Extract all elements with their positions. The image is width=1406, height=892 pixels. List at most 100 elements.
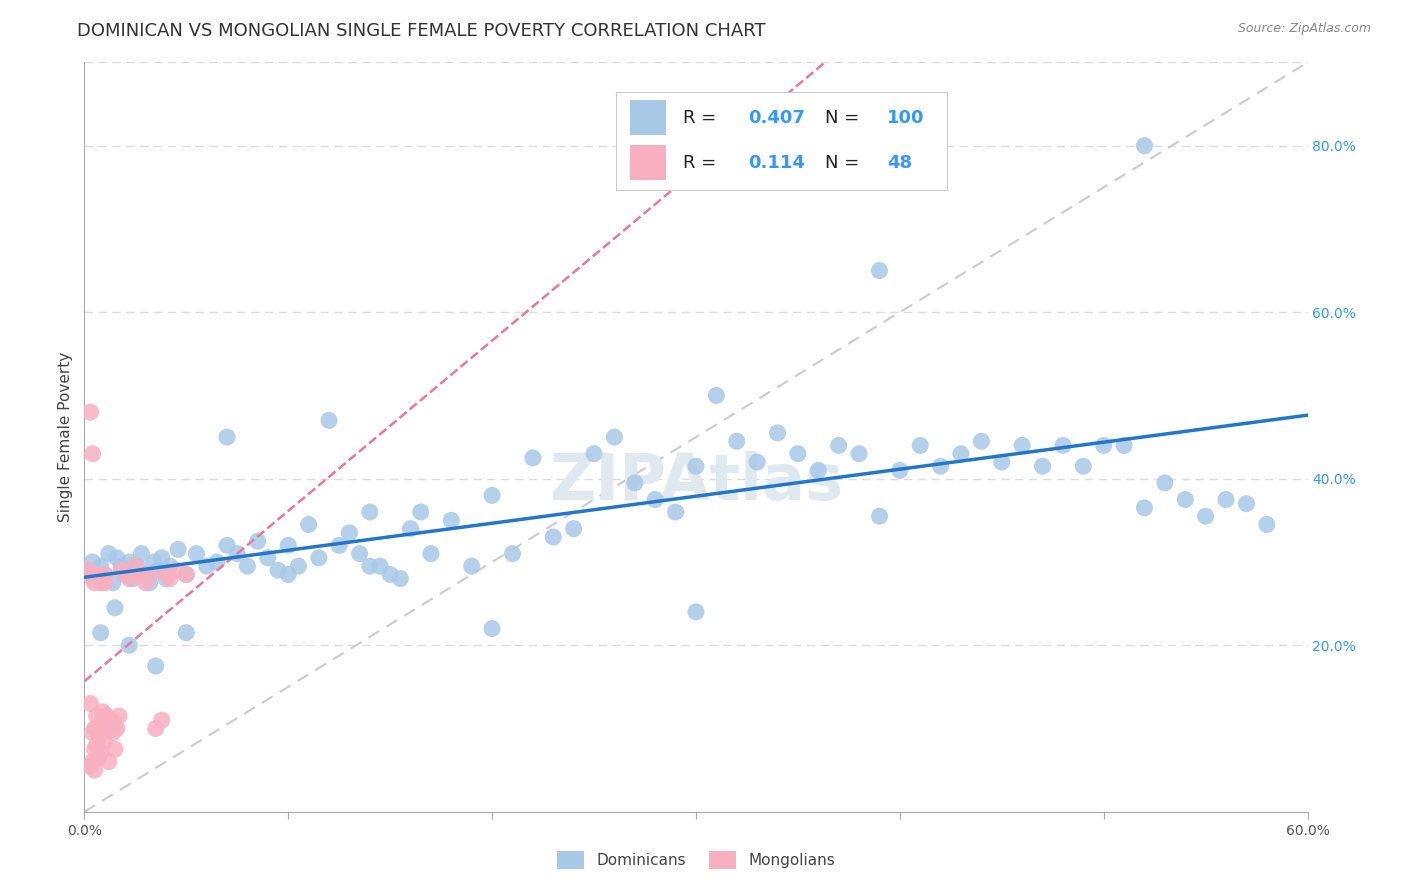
Point xyxy=(869,509,891,524)
Point xyxy=(869,263,891,277)
Point xyxy=(217,430,239,444)
Point xyxy=(389,572,412,586)
Point xyxy=(409,505,432,519)
Point xyxy=(118,572,141,586)
Point xyxy=(114,567,136,582)
Point xyxy=(110,559,132,574)
Point xyxy=(217,538,239,552)
Point xyxy=(93,575,115,590)
Point xyxy=(104,600,127,615)
Point xyxy=(118,638,141,652)
Point xyxy=(155,572,177,586)
Point xyxy=(787,447,810,461)
Point xyxy=(167,542,190,557)
Point xyxy=(110,563,132,577)
Point xyxy=(226,547,249,561)
Point xyxy=(150,550,173,565)
Legend: Dominicans, Mongolians: Dominicans, Mongolians xyxy=(551,845,841,875)
Point xyxy=(135,567,157,582)
Point xyxy=(186,547,208,561)
Point xyxy=(380,567,402,582)
Point xyxy=(118,555,141,569)
Point xyxy=(461,559,484,574)
Text: ZIPAtlas: ZIPAtlas xyxy=(548,451,844,513)
Point xyxy=(131,567,153,582)
Point xyxy=(1052,438,1074,452)
Point xyxy=(104,717,127,731)
Point xyxy=(82,572,104,586)
Point xyxy=(828,438,851,452)
Point xyxy=(91,705,114,719)
Point xyxy=(82,725,104,739)
Point xyxy=(481,488,503,502)
Point xyxy=(603,430,626,444)
Point xyxy=(146,563,169,577)
Point xyxy=(807,463,830,477)
Point xyxy=(174,567,197,582)
Point xyxy=(624,475,647,490)
Point xyxy=(1195,509,1218,524)
Point xyxy=(83,575,105,590)
Point xyxy=(104,742,127,756)
Point xyxy=(77,563,100,577)
Point xyxy=(155,567,177,582)
Point xyxy=(90,575,112,590)
Point xyxy=(950,447,973,461)
Point xyxy=(298,517,321,532)
Point xyxy=(1073,459,1095,474)
Point xyxy=(145,722,167,736)
Point xyxy=(165,563,187,577)
Point xyxy=(236,559,259,574)
Point xyxy=(90,559,112,574)
Point xyxy=(685,605,707,619)
Point xyxy=(970,434,993,449)
Point xyxy=(174,567,197,582)
Point xyxy=(100,713,122,727)
Point xyxy=(90,717,112,731)
Point xyxy=(308,550,330,565)
Point xyxy=(79,697,101,711)
Point xyxy=(1236,497,1258,511)
Point xyxy=(562,522,585,536)
Point xyxy=(205,555,228,569)
Point xyxy=(368,559,391,574)
Point xyxy=(910,438,932,452)
Point xyxy=(77,563,100,577)
Point xyxy=(79,405,101,419)
Point xyxy=(86,709,108,723)
Point xyxy=(522,450,544,465)
Point xyxy=(1154,475,1177,490)
Point xyxy=(1114,438,1136,452)
Text: DOMINICAN VS MONGOLIAN SINGLE FEMALE POVERTY CORRELATION CHART: DOMINICAN VS MONGOLIAN SINGLE FEMALE POV… xyxy=(77,22,766,40)
Point xyxy=(359,559,381,574)
Point xyxy=(766,425,789,440)
Point xyxy=(83,722,105,736)
Point xyxy=(87,572,110,586)
Point xyxy=(82,755,104,769)
Point xyxy=(97,547,120,561)
Point xyxy=(583,447,606,461)
Point xyxy=(105,722,128,736)
Point xyxy=(1011,438,1033,452)
Y-axis label: Single Female Poverty: Single Female Poverty xyxy=(58,352,73,522)
Point xyxy=(101,575,124,590)
Point xyxy=(440,513,463,527)
Point xyxy=(86,567,108,582)
Point xyxy=(108,709,131,723)
Point xyxy=(87,750,110,764)
Point xyxy=(82,555,104,569)
Point xyxy=(277,567,299,582)
Point xyxy=(685,459,707,474)
Point xyxy=(1133,138,1156,153)
Point xyxy=(929,459,952,474)
Point xyxy=(195,559,218,574)
Point xyxy=(481,622,503,636)
Point xyxy=(131,547,153,561)
Point xyxy=(96,709,118,723)
Point xyxy=(83,742,105,756)
Point xyxy=(159,559,181,574)
Point xyxy=(82,447,104,461)
Point xyxy=(90,625,112,640)
Point xyxy=(349,547,371,561)
Point xyxy=(142,555,165,569)
